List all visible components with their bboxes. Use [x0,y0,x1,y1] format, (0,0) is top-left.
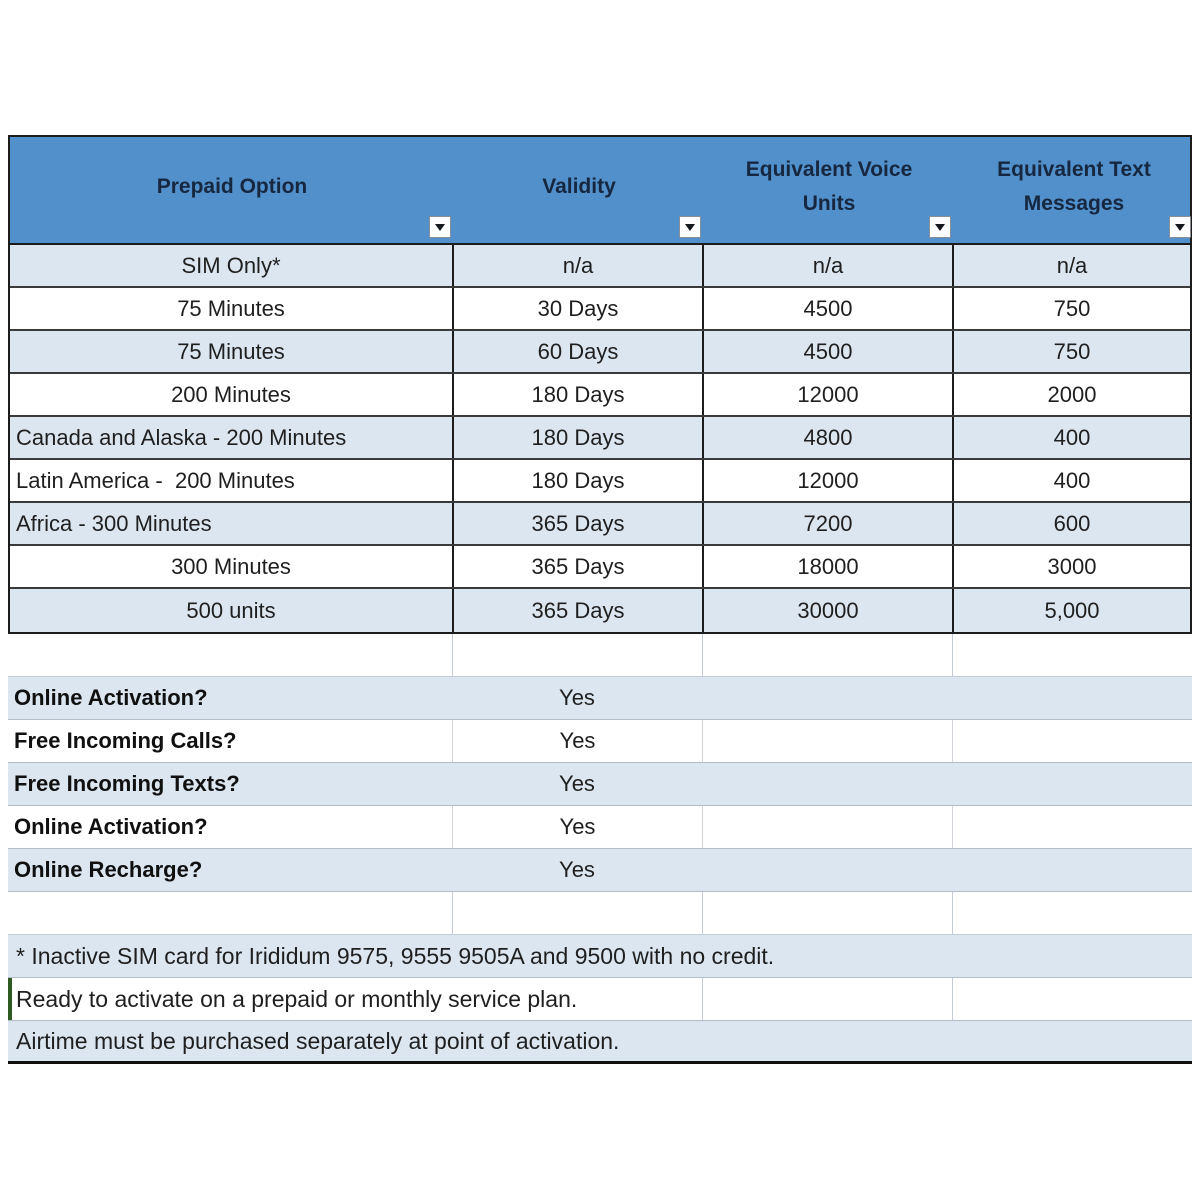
filter-dropdown-arrow-icon [685,223,695,231]
cell-voice-units: n/a [702,245,952,286]
header-label-validity: Validity [542,175,616,198]
cell-voice-units: 12000 [702,460,952,501]
cell-text-messages: 600 [952,503,1190,544]
cell-text-messages: 400 [952,460,1190,501]
feature-row: Online Activation? Yes [8,806,1192,849]
feature-question: Free Incoming Calls? [14,728,237,753]
header-label-text-messages: Equivalent Text Messages [997,158,1151,215]
filter-dropdown-button[interactable] [679,216,701,238]
cell-validity: 365 Days [452,546,702,587]
cell-validity: 365 Days [452,503,702,544]
feature-answer: Yes [559,857,595,882]
feature-rows: Online Activation? Yes Free Incoming Cal… [8,677,1192,892]
cell-voice-units: 4800 [702,417,952,458]
cell-voice-units: 7200 [702,503,952,544]
plan-rows: SIM Only* n/a n/a n/a 75 Minutes 30 Days… [8,245,1192,634]
cell-validity: 180 Days [452,417,702,458]
table-row: 75 Minutes 60 Days 4500 750 [10,331,1190,374]
cell-validity: n/a [452,245,702,286]
filter-dropdown-arrow-icon [1175,223,1185,231]
cell-voice-units: 18000 [702,546,952,587]
cell-voice-units: 30000 [702,589,952,632]
note-rows: * Inactive SIM card for Irididum 9575, 9… [8,935,1192,1064]
cell-validity: 180 Days [452,374,702,415]
cell-prepaid-option: 75 Minutes [177,295,285,321]
cell-text-messages: 5,000 [952,589,1190,632]
empty-row [8,892,1192,935]
footnote-row: Airtime must be purchased separately at … [8,1021,1192,1064]
feature-question: Online Activation? [14,814,208,839]
filter-dropdown-button[interactable] [929,216,951,238]
filter-dropdown-arrow-icon [435,223,445,231]
cell-text-messages: 2000 [952,374,1190,415]
table-row: 200 Minutes 180 Days 12000 2000 [10,374,1190,417]
cell-voice-units: 4500 [702,288,952,329]
footnote-row: * Inactive SIM card for Irididum 9575, 9… [8,935,1192,978]
feature-answer: Yes [559,685,595,710]
cell-validity: 30 Days [452,288,702,329]
feature-row: Free Incoming Texts? Yes [8,763,1192,806]
header-label-voice-units: Equivalent Voice Units [745,158,913,215]
feature-answer: Yes [452,720,702,762]
table-header-row: Prepaid Option Validity Equivalent Voice… [8,135,1192,245]
feature-answer: Yes [452,806,702,848]
cell-validity: 365 Days [452,589,702,632]
cell-prepaid-option: 200 Minutes [171,381,291,407]
feature-question: Online Activation? [14,685,208,710]
cell-validity: 60 Days [452,331,702,372]
cell-prepaid-option: Africa - 300 Minutes [16,510,212,536]
cell-prepaid-option: 300 Minutes [171,553,291,579]
cell-text-messages: n/a [952,245,1190,286]
feature-row: Online Activation? Yes [8,677,1192,720]
filter-dropdown-button[interactable] [1169,216,1191,238]
cell-prepaid-option: 75 Minutes [177,338,285,364]
header-cell-prepaid-option: Prepaid Option [10,137,454,243]
cell-voice-units: 4500 [702,331,952,372]
feature-row: Free Incoming Calls? Yes [8,720,1192,763]
cell-prepaid-option: Canada and Alaska - 200 Minutes [16,424,347,450]
feature-answer: Yes [559,771,595,796]
footnote-row: Ready to activate on a prepaid or monthl… [8,978,1192,1021]
table-row: 300 Minutes 365 Days 18000 3000 [10,546,1190,589]
cell-prepaid-option: SIM Only* [181,252,281,278]
header-cell-text-messages: Equivalent Text Messages [954,137,1194,243]
cell-text-messages: 400 [952,417,1190,458]
spreadsheet-table: Prepaid Option Validity Equivalent Voice… [8,135,1192,1064]
header-cell-validity: Validity [454,137,704,243]
filter-dropdown-arrow-icon [935,223,945,231]
empty-row [8,634,1192,677]
table-row: Canada and Alaska - 200 Minutes 180 Days… [10,417,1190,460]
cell-text-messages: 750 [952,288,1190,329]
header-label-prepaid-option: Prepaid Option [156,175,308,198]
cell-text-messages: 750 [952,331,1190,372]
cell-text-messages: 3000 [952,546,1190,587]
header-cell-voice-units: Equivalent Voice Units [704,137,954,243]
cell-voice-units: 12000 [702,374,952,415]
table-row: 500 units 365 Days 30000 5,000 [10,589,1190,632]
table-row: Latin America - 200 Minutes 180 Days 120… [10,460,1190,503]
table-row: 75 Minutes 30 Days 4500 750 [10,288,1190,331]
filter-dropdown-button[interactable] [429,216,451,238]
feature-row: Online Recharge? Yes [8,849,1192,892]
feature-question: Online Recharge? [14,857,203,882]
table-row: SIM Only* n/a n/a n/a [10,245,1190,288]
table-row: Africa - 300 Minutes 365 Days 7200 600 [10,503,1190,546]
cell-validity: 180 Days [452,460,702,501]
feature-question: Free Incoming Texts? [14,771,240,796]
cell-prepaid-option: Latin America - 200 Minutes [16,467,295,493]
cell-prepaid-option: 500 units [186,597,276,623]
